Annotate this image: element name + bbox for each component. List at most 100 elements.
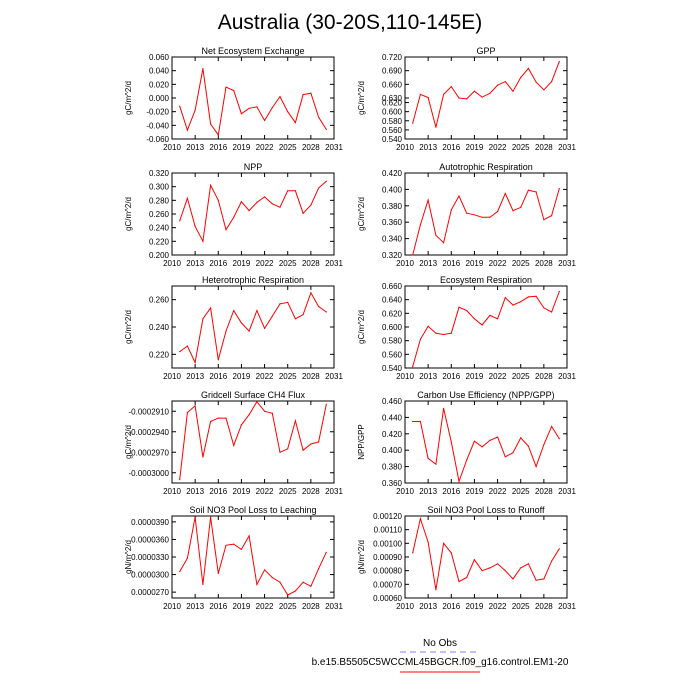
data-point	[543, 578, 545, 580]
y-tick-label: 0.240	[149, 323, 170, 332]
y-tick-label: 0.200	[149, 251, 170, 260]
data-point	[466, 310, 468, 312]
data-point	[535, 295, 537, 297]
y-tick-label: 0.660	[382, 80, 403, 89]
x-tick-label: 2016	[209, 259, 227, 268]
data-point	[458, 306, 460, 308]
x-tick-label: 2025	[512, 487, 530, 496]
x-tick-label: 2013	[186, 372, 204, 381]
data-point	[558, 438, 560, 440]
data-point	[450, 441, 452, 443]
series-line	[179, 68, 327, 137]
data-point	[497, 318, 499, 320]
x-tick-label: 2022	[489, 259, 507, 268]
x-tick-label: 2016	[209, 372, 227, 381]
series-line	[412, 291, 560, 367]
data-point	[310, 292, 312, 294]
data-point	[256, 583, 258, 586]
data-point	[294, 190, 296, 192]
y-axis-label: gC/m^2/d	[357, 310, 366, 344]
data-point	[217, 134, 219, 136]
data-point	[520, 301, 522, 303]
data-point	[558, 548, 560, 550]
data-point	[279, 303, 281, 305]
data-point	[520, 76, 522, 79]
y-tick-label: 0.600	[382, 108, 403, 117]
x-tick-label: 2022	[489, 487, 507, 496]
chart-title: Heterotrophic Respiration	[202, 275, 304, 285]
data-point	[325, 180, 327, 182]
data-point	[489, 567, 491, 569]
y-tick-label: -0.020	[146, 108, 169, 117]
y-tick-label: 0.440	[382, 413, 403, 422]
y-axis-label: gN/m^2/d	[124, 540, 133, 574]
y-tick-label: 0.320	[149, 169, 170, 178]
data-point	[412, 254, 414, 256]
data-point	[186, 345, 188, 347]
data-point	[271, 315, 273, 317]
y-axis-label: gC/m^2/d	[124, 425, 133, 459]
data-point	[520, 567, 522, 569]
data-point	[217, 572, 219, 575]
data-point	[512, 578, 514, 580]
data-point	[473, 214, 475, 216]
data-point	[481, 324, 483, 326]
data-point	[489, 439, 491, 441]
chart-title: GPP	[476, 46, 495, 56]
plot-frame	[171, 56, 335, 140]
data-point	[473, 90, 475, 92]
data-point	[481, 446, 483, 448]
chart-autotrophic-respiration: Autotrophic Respiration 0.320 0.340 0.360 0.…	[357, 162, 576, 268]
x-tick-label: 2022	[256, 372, 274, 381]
data-point	[497, 436, 499, 438]
data-point	[551, 560, 553, 562]
data-point	[558, 290, 560, 293]
chart-title: Soil NO3 Pool Loss to Runoff	[428, 505, 545, 515]
data-point	[489, 314, 491, 316]
y-tick-label: 0.420	[382, 169, 403, 178]
x-tick-label: 2013	[419, 602, 437, 611]
chart-title: Net Ecosystem Exchange	[201, 46, 304, 56]
data-point	[512, 90, 514, 92]
data-point	[202, 583, 204, 586]
data-point	[210, 184, 212, 186]
data-point	[504, 570, 506, 572]
data-point	[443, 93, 445, 95]
plot-frame	[404, 172, 568, 256]
data-point	[427, 96, 429, 99]
data-point	[466, 212, 468, 214]
chart-ecosystem-respiration: Ecosystem Respiration 0.540 0.560 0.580 0.60…	[357, 275, 576, 381]
data-point	[240, 548, 242, 551]
data-point	[186, 129, 188, 131]
data-point	[271, 412, 273, 414]
x-tick-label: 2010	[396, 487, 414, 496]
x-tick-label: 2016	[442, 372, 460, 381]
y-tick-label: 0.0000390	[131, 518, 169, 527]
chart-carbon-use-efficiency-npp-gpp: Carbon Use Efficiency (NPP/GPP) 0.360 0.38…	[357, 390, 576, 496]
y-tick-label: 0.00070	[373, 580, 402, 589]
data-point	[256, 106, 258, 108]
x-tick-label: 2013	[419, 143, 437, 152]
y-tick-label: 0.540	[382, 135, 403, 144]
data-point	[271, 576, 273, 579]
data-point	[427, 541, 429, 543]
data-point	[271, 107, 273, 109]
x-tick-label: 2025	[279, 143, 297, 152]
y-tick-label: 0.540	[382, 364, 403, 373]
x-tick-label: 2010	[396, 259, 414, 268]
data-point	[225, 544, 227, 546]
plot-frame	[404, 515, 568, 599]
y-tick-label: 0.060	[149, 53, 170, 62]
data-point	[179, 351, 181, 353]
x-tick-label: 2019	[466, 372, 484, 381]
y-tick-label: -0.060	[146, 135, 169, 144]
data-point	[194, 405, 196, 407]
x-tick-label: 2025	[279, 602, 297, 611]
y-tick-label: 0.580	[382, 337, 403, 346]
data-point	[450, 209, 452, 211]
data-point	[535, 81, 537, 83]
chart-title: Soil NO3 Pool Loss to Leaching	[189, 505, 316, 515]
x-tick-label: 2010	[396, 372, 414, 381]
data-point	[287, 111, 289, 113]
